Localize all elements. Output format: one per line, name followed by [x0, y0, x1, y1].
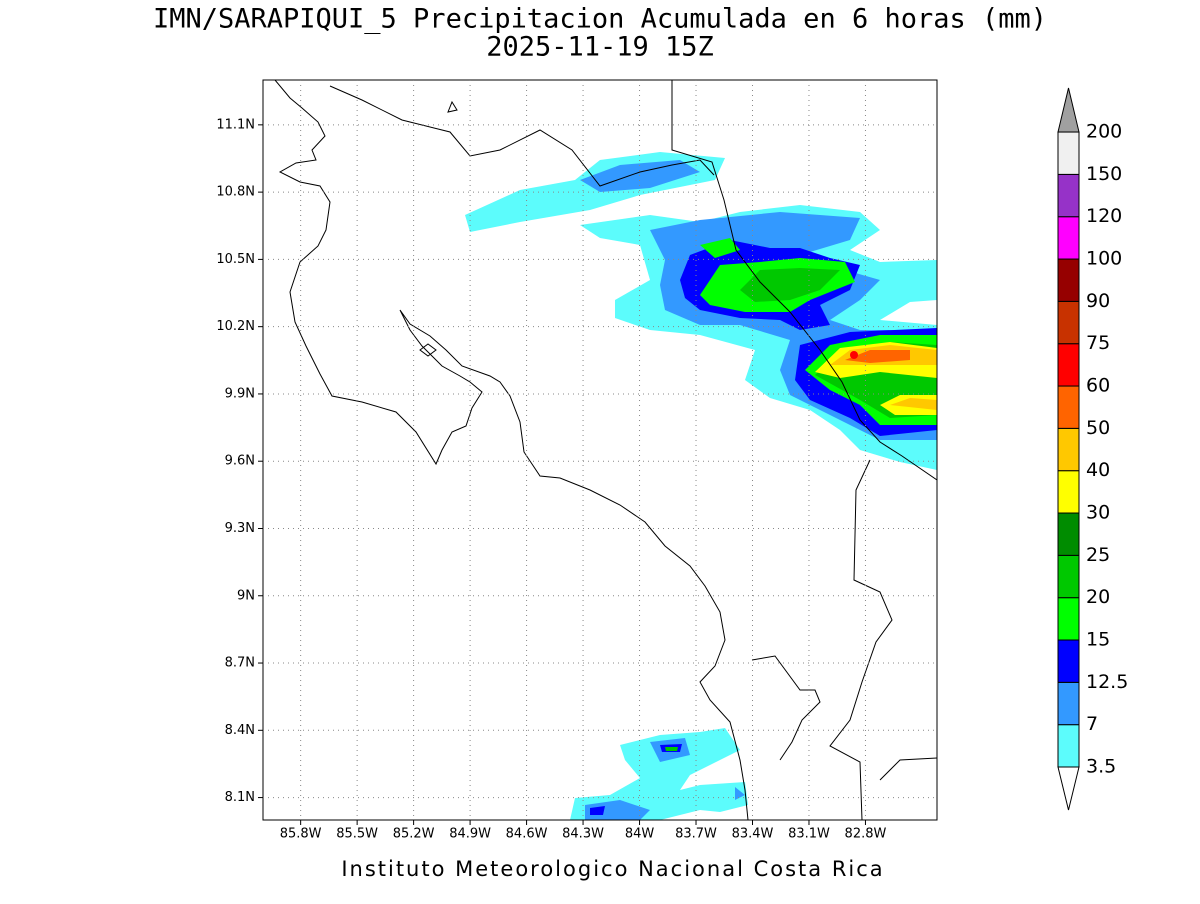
x-tick-label: 84.3W: [562, 827, 604, 842]
colorbar-box: [1057, 258, 1080, 302]
x-tick-label: 84.6W: [506, 827, 548, 842]
colorbar-over: [1057, 87, 1080, 133]
coastline: [879, 757, 937, 781]
colorbar-label: 7: [1086, 713, 1098, 735]
colorbar-box: [1057, 216, 1080, 260]
precipitation: [465, 152, 937, 820]
colorbar-box: [1057, 681, 1080, 726]
colorbar-box: [1057, 343, 1080, 387]
rain-area: [665, 747, 678, 751]
x-tick-label: 85.5W: [336, 827, 378, 842]
y-tick-label: 9.6N: [225, 454, 255, 469]
colorbar-label: 40: [1086, 459, 1110, 481]
colorbar-label: 25: [1086, 544, 1110, 566]
y-tick-label: 8.4N: [225, 723, 255, 738]
colorbar-box: [1057, 597, 1080, 641]
x-tick-label: 83.1W: [788, 827, 830, 842]
map-frame: [262, 79, 938, 821]
y-tick-label: 9.3N: [225, 521, 255, 536]
colorbar-label: 12.5: [1086, 671, 1128, 693]
rain-area: [845, 350, 910, 363]
island: [419, 100, 458, 357]
subtitle: 2025-11-19 15Z: [486, 32, 714, 63]
border: [329, 85, 715, 187]
rain-area: [740, 268, 937, 418]
x-tick-label: 84.9W: [449, 827, 491, 842]
coastline: [671, 80, 937, 481]
coastlines: [274, 80, 937, 820]
y-tick-label: 8.1N: [225, 790, 255, 805]
colorbar-label: 200: [1086, 121, 1122, 143]
coastline: [751, 655, 821, 761]
colorbar-box: [1057, 470, 1080, 514]
coastline: [274, 80, 749, 820]
x-tick-label: 84W: [625, 827, 655, 842]
colorbar-label: 100: [1086, 248, 1122, 270]
colorbar-under: [1057, 766, 1080, 811]
rain-area: [590, 744, 682, 815]
colorbar-box: [1057, 427, 1080, 472]
x-tick-label: 85.8W: [280, 827, 322, 842]
x-tick-label: 82.8W: [845, 827, 887, 842]
colorbar-label: 120: [1086, 205, 1122, 227]
colorbar-label: 15: [1086, 629, 1110, 651]
colorbar-box: [1057, 173, 1080, 218]
colorbar-label: 30: [1086, 502, 1110, 524]
footer: Instituto Meteorologico Nacional Costa R…: [341, 857, 884, 881]
colorbar-label: 50: [1086, 417, 1110, 439]
colorbar-box: [1057, 385, 1080, 429]
y-tick-label: 11.1N: [216, 117, 255, 132]
x-tick-label: 83.4W: [732, 827, 774, 842]
colorbar-box: [1057, 512, 1080, 556]
colorbar-box: [1057, 131, 1080, 175]
y-tick-label: 10.2N: [216, 319, 255, 334]
y-tick-label: 10.8N: [216, 185, 255, 200]
colorbar-label: 3.5: [1086, 756, 1116, 778]
colorbar-label: 75: [1086, 332, 1110, 354]
colorbar-label: 60: [1086, 375, 1110, 397]
y-tick-label: 10.5N: [216, 252, 255, 267]
colorbar-label: 150: [1086, 163, 1122, 185]
y-tick-label: 8.7N: [225, 656, 255, 671]
colorbar-label: 90: [1086, 290, 1110, 312]
colorbar-box: [1057, 639, 1080, 683]
y-tick-label: 9.9N: [225, 386, 255, 401]
rain-area: [570, 728, 748, 820]
y-tick-label: 9N: [237, 588, 255, 603]
colorbar-box: [1057, 724, 1080, 768]
x-tick-label: 83.7W: [675, 827, 717, 842]
colorbar-label: 20: [1086, 586, 1110, 608]
colorbar-box: [1057, 554, 1080, 599]
title: IMN/SARAPIQUI_5 Precipitacion Acumulada …: [153, 4, 1047, 35]
rain-area: [850, 351, 858, 359]
colorbar-box: [1057, 300, 1080, 345]
x-tick-label: 85.2W: [393, 827, 435, 842]
border: [829, 459, 893, 820]
